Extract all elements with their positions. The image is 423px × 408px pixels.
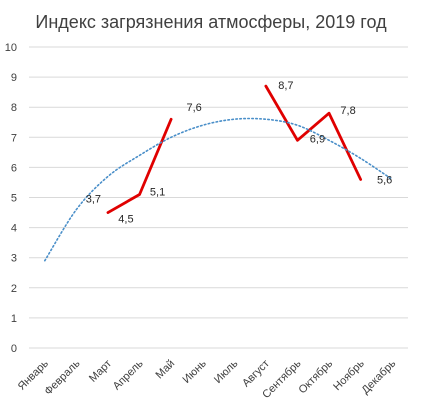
data-label: 3,7 xyxy=(86,194,101,206)
y-tick-label: 10 xyxy=(5,42,17,54)
x-tick-label: Май xyxy=(154,358,178,382)
series-line-segment-1 xyxy=(264,84,363,181)
data-label: 5,6 xyxy=(377,174,392,186)
x-tick-label: Июль xyxy=(212,357,241,386)
y-tick-label: 9 xyxy=(11,72,17,84)
data-labels: 4,5 5,1 7,6 8,7 6,9 7,8 5,6 3,7 xyxy=(86,80,393,225)
x-tick-label: Апрель xyxy=(111,357,146,392)
y-tick-label: 3 xyxy=(11,253,17,265)
y-tick-label: 0 xyxy=(11,343,17,355)
series-line-segment-0 xyxy=(106,117,173,214)
x-tick-label: Октябрь xyxy=(297,357,336,396)
y-axis-tick-labels: 0 1 2 3 4 5 6 7 8 9 10 xyxy=(5,42,17,355)
data-label: 6,9 xyxy=(310,133,325,145)
x-tick-label: Февраль xyxy=(42,357,82,397)
trendline-0 xyxy=(43,117,394,262)
series-lines xyxy=(43,84,394,262)
data-label: 7,8 xyxy=(340,105,355,117)
y-tick-label: 8 xyxy=(11,102,17,114)
y-tick-label: 1 xyxy=(11,313,17,325)
data-label: 4,5 xyxy=(118,214,133,226)
y-tick-label: 4 xyxy=(11,223,17,235)
y-tick-label: 2 xyxy=(11,283,17,295)
data-label: 7,6 xyxy=(186,102,201,114)
chart-title: Индекс загрязнения атмосферы, 2019 год xyxy=(35,12,387,32)
data-label: 8,7 xyxy=(278,80,293,92)
x-tick-label: Март xyxy=(87,358,114,385)
x-tick-label: Декабрь xyxy=(360,357,399,396)
x-tick-label: Июнь xyxy=(181,357,209,385)
data-label: 5,1 xyxy=(150,186,165,198)
y-tick-label: 5 xyxy=(11,193,17,205)
y-tick-label: 7 xyxy=(11,132,17,144)
y-tick-label: 6 xyxy=(11,162,17,174)
gridlines xyxy=(29,46,408,349)
